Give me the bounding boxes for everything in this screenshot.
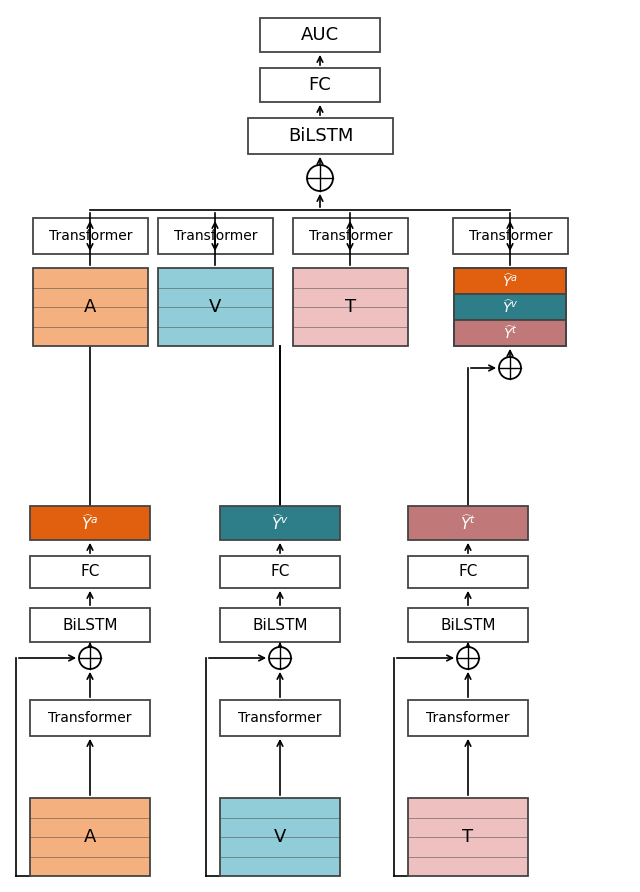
Bar bbox=[30, 506, 150, 540]
Text: $\widehat{Y}^a$: $\widehat{Y}^a$ bbox=[81, 513, 99, 533]
Text: $\widehat{Y}^t$: $\widehat{Y}^t$ bbox=[460, 513, 476, 533]
Bar bbox=[454, 268, 566, 294]
Bar bbox=[33, 268, 148, 346]
Bar bbox=[408, 608, 528, 642]
Bar bbox=[408, 556, 528, 588]
Bar bbox=[408, 506, 528, 540]
Bar bbox=[260, 68, 380, 102]
Bar bbox=[220, 700, 340, 736]
Circle shape bbox=[269, 647, 291, 669]
Text: $\widehat{Y}^a$: $\widehat{Y}^a$ bbox=[502, 272, 518, 290]
Circle shape bbox=[457, 647, 479, 669]
Bar bbox=[453, 218, 568, 254]
Bar bbox=[293, 268, 408, 346]
Text: $\widehat{Y}^v$: $\widehat{Y}^v$ bbox=[271, 513, 289, 533]
Text: $\widehat{Y}^v$: $\widehat{Y}^v$ bbox=[502, 298, 518, 316]
Text: Transformer: Transformer bbox=[173, 229, 257, 243]
Text: Transformer: Transformer bbox=[426, 711, 509, 725]
Text: V: V bbox=[209, 298, 221, 316]
Bar bbox=[454, 320, 566, 346]
Bar bbox=[158, 218, 273, 254]
Bar bbox=[454, 268, 566, 346]
Text: Transformer: Transformer bbox=[238, 711, 322, 725]
Text: Transformer: Transformer bbox=[48, 711, 132, 725]
Bar bbox=[220, 798, 340, 876]
Text: A: A bbox=[84, 298, 97, 316]
Circle shape bbox=[79, 647, 101, 669]
Circle shape bbox=[307, 165, 333, 191]
Text: Transformer: Transformer bbox=[468, 229, 552, 243]
Bar bbox=[248, 118, 393, 154]
Text: BiLSTM: BiLSTM bbox=[288, 127, 353, 145]
Text: BiLSTM: BiLSTM bbox=[252, 617, 308, 632]
Bar bbox=[33, 218, 148, 254]
Bar bbox=[220, 608, 340, 642]
Text: BiLSTM: BiLSTM bbox=[62, 617, 118, 632]
Bar bbox=[158, 268, 273, 346]
Text: AUC: AUC bbox=[301, 26, 339, 44]
Text: T: T bbox=[345, 298, 356, 316]
Bar bbox=[408, 700, 528, 736]
Bar bbox=[408, 798, 528, 876]
Text: Transformer: Transformer bbox=[49, 229, 132, 243]
Text: V: V bbox=[274, 828, 286, 846]
Bar bbox=[293, 218, 408, 254]
Text: FC: FC bbox=[270, 565, 290, 580]
Text: A: A bbox=[84, 828, 96, 846]
Bar bbox=[30, 700, 150, 736]
Bar bbox=[220, 556, 340, 588]
Bar bbox=[30, 608, 150, 642]
Bar bbox=[454, 294, 566, 320]
Bar bbox=[260, 18, 380, 52]
Text: FC: FC bbox=[458, 565, 477, 580]
Text: T: T bbox=[463, 828, 474, 846]
Text: FC: FC bbox=[308, 76, 332, 94]
Text: FC: FC bbox=[80, 565, 100, 580]
Text: BiLSTM: BiLSTM bbox=[440, 617, 496, 632]
Bar bbox=[220, 506, 340, 540]
Bar bbox=[30, 798, 150, 876]
Text: $\widehat{Y}^t$: $\widehat{Y}^t$ bbox=[502, 324, 517, 342]
Text: Transformer: Transformer bbox=[308, 229, 392, 243]
Bar bbox=[30, 556, 150, 588]
Circle shape bbox=[499, 357, 521, 379]
